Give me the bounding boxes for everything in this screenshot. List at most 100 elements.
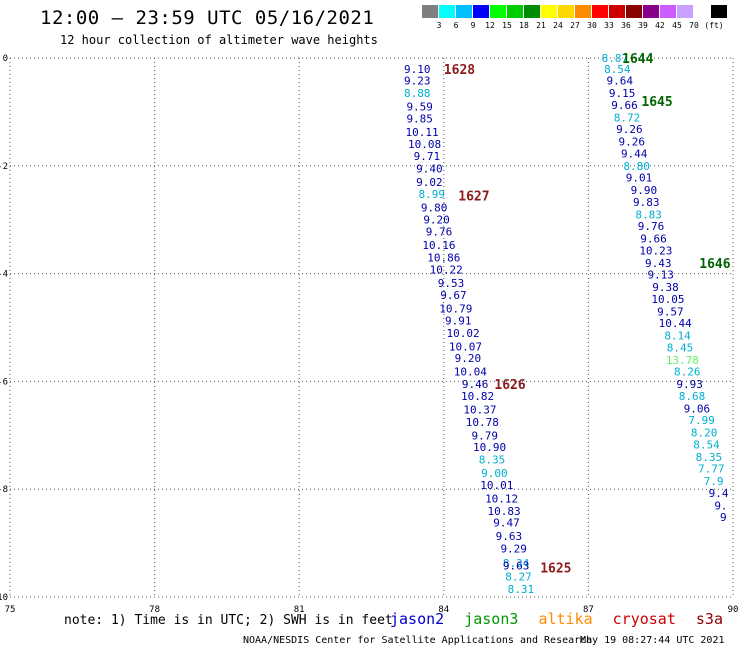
wave-height-point: 9.66 xyxy=(611,99,638,112)
pass-label: 1644 xyxy=(622,52,653,67)
color-scale-label: 42 xyxy=(655,21,665,30)
wave-height-point: 9.67 xyxy=(440,289,467,302)
wave-height-point: 9.79 xyxy=(472,429,499,442)
wave-height-point: 10.02 xyxy=(447,327,480,340)
pass-label: 1626 xyxy=(494,378,525,393)
color-scale-swatch xyxy=(643,5,659,18)
color-scale-swatch xyxy=(507,5,523,18)
color-scale-swatch xyxy=(456,5,472,18)
x-tick-label: 87 xyxy=(583,605,594,615)
color-scale-label: 9 xyxy=(470,21,476,30)
page-title: 12:00 – 23:59 UTC 05/16/2021 xyxy=(40,7,375,29)
wave-height-point: 9.83 xyxy=(633,196,660,209)
wave-height-point: 9.10 xyxy=(404,63,431,76)
wave-height-point: 9.00 xyxy=(481,467,508,480)
y-tick-label: -2 xyxy=(0,162,8,172)
color-scale-label: 30 xyxy=(587,21,597,30)
page-subtitle: 12 hour collection of altimeter wave hei… xyxy=(60,33,378,47)
wave-height-point: 8.34 xyxy=(503,557,530,570)
wave-height-point: 9.13 xyxy=(647,269,674,282)
y-tick-label: -8 xyxy=(0,485,8,495)
pass-label: 1645 xyxy=(641,95,672,110)
wave-height-point: 9.91 xyxy=(445,314,472,327)
color-scale-swatch xyxy=(711,5,727,18)
color-scale-swatch xyxy=(694,5,710,18)
x-tick-label: 81 xyxy=(294,605,305,615)
color-scale-label: 45 xyxy=(672,21,682,30)
wave-height-point: 9.59 xyxy=(406,101,433,114)
color-scale-label: 15 xyxy=(502,21,512,30)
wave-height-point: 9.26 xyxy=(616,123,643,136)
wave-height-point: 10.08 xyxy=(408,138,441,151)
color-scale-label: 39 xyxy=(638,21,648,30)
wave-height-point: 9.26 xyxy=(619,136,646,149)
color-scale-swatch xyxy=(626,5,642,18)
color-scale-label: 3 xyxy=(436,21,442,30)
wave-height-point: 8.83 xyxy=(635,208,662,221)
color-scale-swatch xyxy=(541,5,557,18)
color-scale-swatch xyxy=(524,5,540,18)
footer-note: note: 1) Time is in UTC; 2) SWH is in fe… xyxy=(64,613,393,628)
wave-height-point: 10.05 xyxy=(651,293,684,306)
y-tick-label: -10 xyxy=(0,593,8,603)
wave-height-point: 9.40 xyxy=(416,162,443,175)
wave-height-point: 9.20 xyxy=(455,352,482,365)
wave-height-point: 8.20 xyxy=(691,427,718,440)
wave-height-point: 10.23 xyxy=(639,244,672,257)
wave-height-point: 8.45 xyxy=(667,341,694,354)
wave-height-point: 8.54 xyxy=(693,438,720,451)
wave-height-point: 9.57 xyxy=(657,305,684,318)
wave-height-point: 9.47 xyxy=(493,517,520,530)
color-scale-label: 27 xyxy=(570,21,580,30)
wave-height-point: 9.63 xyxy=(496,530,523,543)
wave-height-point: 10.37 xyxy=(463,403,496,416)
wave-height-point: 10.04 xyxy=(454,366,487,379)
wave-height-point: 9.85 xyxy=(406,112,433,125)
color-scale-swatch xyxy=(558,5,574,18)
wave-height-point: 7.99 xyxy=(688,414,715,427)
color-scale-label: 24 xyxy=(553,21,563,30)
color-scale-swatch xyxy=(677,5,693,18)
wave-height-point: 9.53 xyxy=(438,277,465,290)
wave-height-point: 10.16 xyxy=(422,239,455,252)
color-scale-label: 70 xyxy=(689,21,699,30)
wave-height-point: 9 xyxy=(720,511,727,524)
color-scale-label: 33 xyxy=(604,21,614,30)
legend-item-altika: altika xyxy=(538,610,593,628)
wave-height-point: 9.93 xyxy=(676,378,703,391)
wave-height-point: 10.79 xyxy=(439,303,472,316)
wave-height-point: 8.80 xyxy=(623,160,650,173)
wave-height-point: 9.46 xyxy=(462,378,489,391)
y-tick-label: -6 xyxy=(0,377,8,387)
wave-height-point: 8.35 xyxy=(696,451,723,464)
wave-height-point: 10.07 xyxy=(449,340,482,353)
wave-height-point: 10.83 xyxy=(487,505,520,518)
timestamp: May 19 08:27:44 UTC 2021 xyxy=(580,635,725,646)
wave-height-point: 10.82 xyxy=(461,390,494,403)
wave-height-point: 9.76 xyxy=(426,226,453,239)
color-scale-label: 18 xyxy=(519,21,529,30)
wave-height-point: 9. xyxy=(714,499,727,512)
wave-height-point: 10.86 xyxy=(427,251,460,264)
wave-height-point: 9.44 xyxy=(621,147,648,160)
color-scale-label: 12 xyxy=(485,21,495,30)
wave-height-point: 7.77 xyxy=(698,463,725,476)
pass-label: 1625 xyxy=(540,561,571,576)
wave-height-point: 9.64 xyxy=(606,75,633,88)
color-scale-swatch xyxy=(575,5,591,18)
wave-height-point: 9.43 xyxy=(645,257,672,270)
color-scale-swatch xyxy=(439,5,455,18)
wave-height-point: 8.99 xyxy=(419,188,446,201)
satellite-legend: jason2 jason3 altika cryosat s3a xyxy=(390,610,734,628)
color-scale-label: 21 xyxy=(536,21,546,30)
wave-height-point: 9.20 xyxy=(423,214,450,227)
legend-item-jason3: jason3 xyxy=(464,610,519,628)
wave-height-point: 10.11 xyxy=(406,126,439,139)
wave-height-point: 8.68 xyxy=(679,390,706,403)
wave-height-point: 9.90 xyxy=(631,184,658,197)
wave-height-point: 9.63 xyxy=(503,560,530,573)
wave-height-point: 8.14 xyxy=(664,330,691,343)
pass-label: 1627 xyxy=(458,189,489,204)
wave-height-point: 8.72 xyxy=(614,111,641,124)
